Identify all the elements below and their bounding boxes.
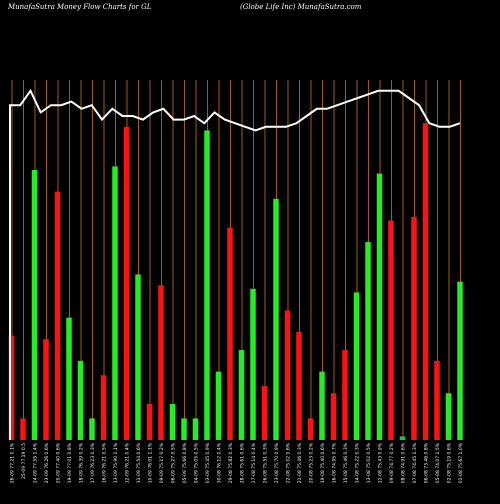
x-tick-label: 19-09 77.01 0.8% bbox=[67, 442, 73, 483]
money-flow-bar bbox=[54, 191, 61, 440]
money-flow-bar bbox=[227, 227, 233, 440]
x-tick-label: 12-09 76.21 0.4% bbox=[125, 442, 131, 483]
x-tick-label: 19-08 75.40 0.6% bbox=[320, 442, 326, 483]
money-flow-bar bbox=[89, 418, 95, 440]
money-flow-bar bbox=[169, 404, 176, 440]
x-tick-label: 23-09 76.26 0.6% bbox=[44, 442, 50, 483]
money-flow-bar bbox=[238, 350, 245, 440]
x-tick-label: 12-08 75.43 0.9% bbox=[378, 442, 384, 483]
x-tick-label: 01-08 75.67 1.0% bbox=[458, 442, 464, 483]
money-flow-bar bbox=[112, 166, 118, 440]
x-tick-label: 05-09 75.66 0.8% bbox=[182, 442, 188, 483]
money-flow-bar bbox=[330, 393, 337, 440]
x-tick-label: 16-08 74.95 0.7% bbox=[332, 442, 338, 483]
x-tick-label: 16-09 76.21 0.5% bbox=[102, 442, 108, 483]
x-tick-label: 07-08 74.45 1.3% bbox=[412, 442, 418, 483]
money-flow-bar bbox=[77, 360, 84, 440]
x-tick-label: 08-08 74.91 0.6% bbox=[401, 442, 407, 483]
x-tick-label: 22-08 75.02 0.6% bbox=[286, 442, 292, 483]
money-flow-bar bbox=[146, 404, 153, 440]
x-tick-label: 13-08 75.02 0.5% bbox=[366, 442, 372, 483]
money-flow-bar bbox=[250, 288, 256, 440]
money-flow-bar bbox=[8, 335, 15, 440]
money-flow-bar bbox=[422, 123, 429, 440]
money-flow-bar bbox=[181, 418, 187, 440]
x-tick-label: 29-08 75.82 0.3% bbox=[228, 442, 234, 483]
x-tick-label: 21-08 75.46 0.3% bbox=[297, 442, 303, 483]
x-tick-label: 02-08 75.19 0.6% bbox=[447, 442, 453, 483]
money-flow-bar bbox=[411, 216, 417, 440]
money-flow-bar bbox=[457, 281, 463, 440]
money-flow-bar bbox=[434, 360, 440, 440]
money-flow-bar bbox=[342, 350, 348, 440]
money-flow-bar bbox=[261, 386, 268, 440]
money-flow-bar bbox=[215, 371, 222, 440]
money-flow-bar bbox=[31, 170, 38, 440]
x-tick-label: 18-09 76.39 0.2% bbox=[79, 442, 85, 483]
money-flow-bar bbox=[388, 220, 394, 440]
x-tick-label: 13-09 75.90 1.1% bbox=[113, 442, 119, 483]
money-flow-bar bbox=[353, 292, 360, 440]
x-tick-label: 09-08 74.77 0.2% bbox=[389, 442, 395, 483]
x-tick-label: 06-09 75.27 0.5% bbox=[171, 442, 177, 483]
x-tick-label: 10-09 76.01 1.1% bbox=[148, 442, 154, 483]
x-tick-label: 26-09 77.21 0.1% bbox=[10, 442, 16, 483]
x-tick-label: 03-09 75.45 0.9% bbox=[205, 442, 211, 483]
x-tick-label: 09-09 75.17 0.2% bbox=[159, 442, 165, 483]
money-flow-bar bbox=[100, 375, 107, 440]
x-tick-label: 11-09 75.54 0.6% bbox=[136, 442, 142, 483]
x-tick-label: 05-08 74.07 1.5% bbox=[435, 442, 441, 483]
money-flow-bar bbox=[192, 418, 199, 440]
chart-subtitle: (Globe Life Inc) MunafaSutra.com bbox=[240, 3, 362, 11]
money-flow-line bbox=[9, 88, 461, 440]
money-flow-bar bbox=[399, 436, 406, 440]
money-flow-bar bbox=[445, 393, 452, 440]
x-tick-label: 17-09 76.23 0.3% bbox=[90, 442, 96, 483]
money-flow-bar bbox=[123, 126, 130, 441]
x-tick-label: 06-08 73.46 0.8% bbox=[424, 442, 430, 483]
x-tick-label: 20-08 75.23 0.2% bbox=[309, 442, 315, 483]
x-tick-label: 24-09 77.55 1.4% bbox=[33, 442, 39, 483]
money-flow-bar bbox=[204, 130, 210, 440]
money-flow-bar bbox=[20, 418, 26, 440]
money-flow-bar bbox=[43, 339, 49, 440]
x-tick-label: 28-08 75.61 0.6% bbox=[240, 442, 246, 483]
chart-title: MunafaSutra Money Flow Charts for GL bbox=[8, 3, 152, 11]
money-flow-bar bbox=[158, 285, 164, 440]
money-flow-bar bbox=[319, 371, 325, 440]
money-flow-bar bbox=[66, 317, 72, 440]
money-flow-bar bbox=[365, 242, 371, 440]
money-flow-bar bbox=[296, 332, 302, 440]
money-flow-bar bbox=[376, 173, 383, 440]
x-tick-label: 23-08 75.70 0.9% bbox=[274, 442, 280, 483]
x-tick-label: 14-08 75.22 0.3% bbox=[355, 442, 361, 483]
x-tick-label: 04-09 75.05 0.5% bbox=[194, 442, 200, 483]
x-tick-label: 27-08 75.14 0.4% bbox=[251, 442, 257, 483]
x-tick-label: 15-08 75.46 0.3% bbox=[343, 442, 349, 483]
money-flow-bar bbox=[135, 274, 141, 440]
x-tick-label: 20-09 77.40 0.6% bbox=[56, 442, 62, 483]
money-flow-bar bbox=[273, 198, 279, 440]
money-flow-bar bbox=[307, 418, 314, 440]
money-flow-bar bbox=[284, 310, 291, 440]
x-tick-label: 26-08 75.51 0.3% bbox=[263, 442, 269, 483]
x-tick-label: 25-09 77.19 0.5 bbox=[21, 443, 27, 479]
x-tick-label: 30-08 76.12 0.4% bbox=[217, 442, 223, 483]
